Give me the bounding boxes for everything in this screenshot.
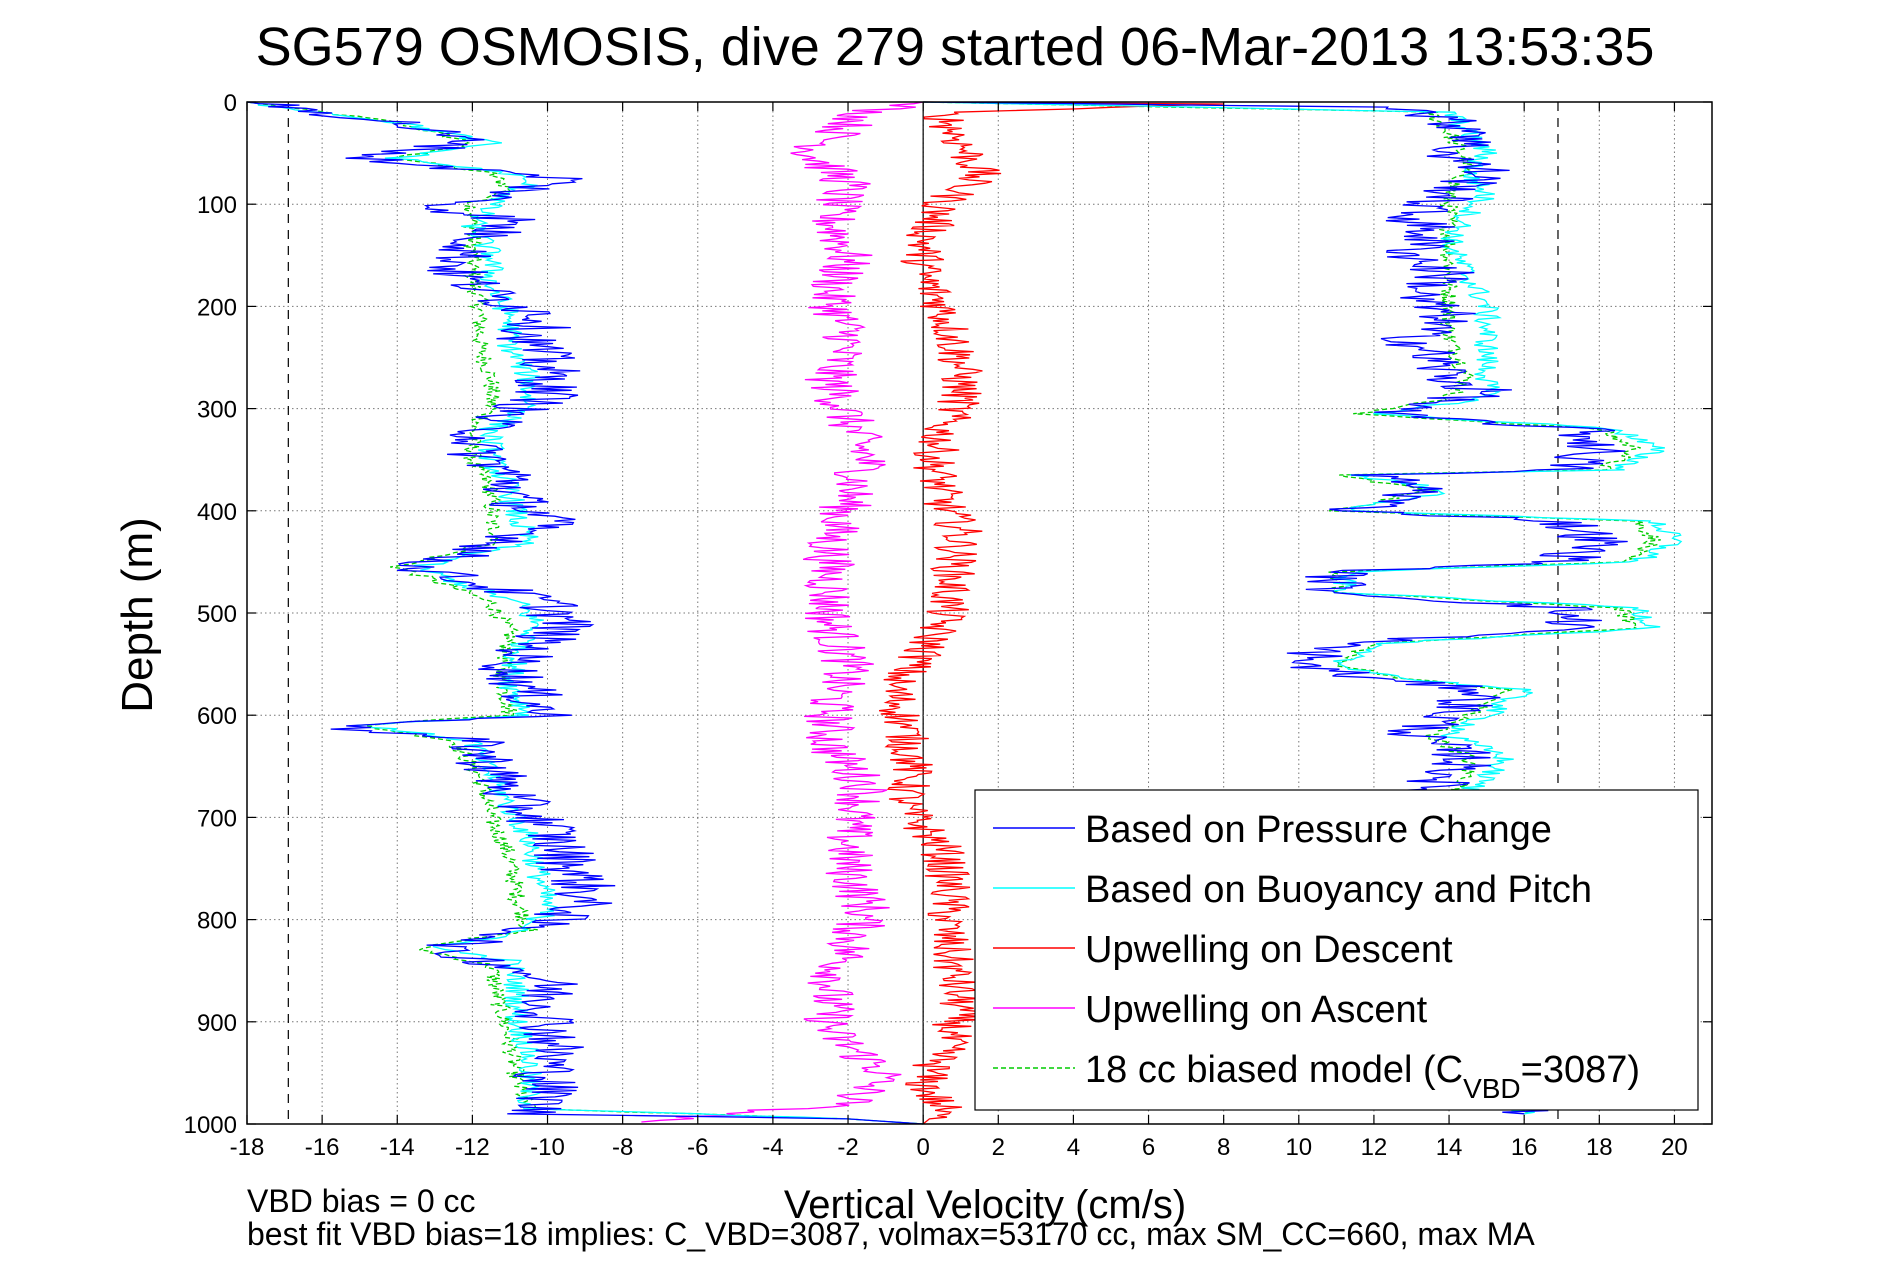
x-tick-label: -4: [762, 1134, 783, 1161]
x-tick-label: -2: [837, 1134, 858, 1161]
x-tick-label: 20: [1661, 1134, 1688, 1161]
y-tick-label: 200: [197, 294, 237, 321]
series-line-18-4-descent: [246, 101, 924, 1125]
x-tick-label: 18: [1586, 1134, 1613, 1161]
y-tick-label: 600: [197, 703, 237, 730]
legend-entry: Based on Pressure Change: [1085, 809, 1552, 851]
axis-ticks: -18 -16 -14 -12 -10 -8 -6 -4 -2 0 2 4 6 8 10 12 14 16 18 20…: [184, 90, 1712, 1161]
x-tick-label: -16: [305, 1134, 340, 1161]
x-tick-label: 14: [1436, 1134, 1463, 1161]
x-tick-label: -18: [230, 1134, 265, 1161]
y-tick-label: 900: [197, 1010, 237, 1037]
series-line-18-4-ascent: [923, 101, 1661, 1115]
x-tick-label: 8: [1217, 1134, 1230, 1161]
best-fit-note: best fit VBD bias=18 implies: C_VBD=3087…: [247, 1216, 1535, 1252]
x-tick-label: 6: [1142, 1134, 1155, 1161]
y-tick-label: 0: [224, 90, 237, 117]
legend-entry: Upwelling on Ascent: [1085, 989, 1428, 1031]
y-tick-label: 800: [197, 908, 237, 935]
series-line-upwelling-3: [641, 101, 924, 1123]
x-tick-label: -8: [612, 1134, 633, 1161]
x-tick-label: -6: [687, 1134, 708, 1161]
x-tick-label: 10: [1285, 1134, 1312, 1161]
y-tick-label: 300: [197, 397, 237, 424]
x-tick-label: 0: [916, 1134, 929, 1161]
x-tick-label: -14: [380, 1134, 415, 1161]
vbd-bias-note: VBD bias = 0 cc: [247, 1183, 476, 1219]
x-tick-label: -10: [530, 1134, 565, 1161]
y-tick-label: 100: [197, 192, 237, 219]
x-tick-label: 16: [1511, 1134, 1538, 1161]
legend-entry: Upwelling on Descent: [1085, 929, 1453, 971]
series-line-upwelling-2: [879, 101, 1224, 1125]
chart-title: SG579 OSMOSIS, dive 279 started 06-Mar-2…: [256, 17, 1655, 77]
y-tick-label: 500: [197, 601, 237, 628]
x-tick-label: 2: [992, 1134, 1005, 1161]
y-tick-label: 400: [197, 499, 237, 526]
series-line-based-0-descent: [246, 101, 924, 1125]
legend-entry: Based on Buoyancy and Pitch: [1085, 869, 1592, 911]
x-tick-label: 4: [1067, 1134, 1080, 1161]
x-axis-label: Vertical Velocity (cm/s): [784, 1183, 1186, 1227]
y-tick-label: 1000: [184, 1112, 237, 1139]
legend-box: [974, 789, 1699, 1111]
y-tick-label: 700: [197, 805, 237, 832]
y-axis-label: Depth (m): [113, 517, 162, 713]
x-tick-label: -12: [455, 1134, 490, 1161]
x-tick-label: 12: [1361, 1134, 1388, 1161]
legend: Based on Pressure Change Based on Buoyanc…: [974, 789, 1699, 1111]
